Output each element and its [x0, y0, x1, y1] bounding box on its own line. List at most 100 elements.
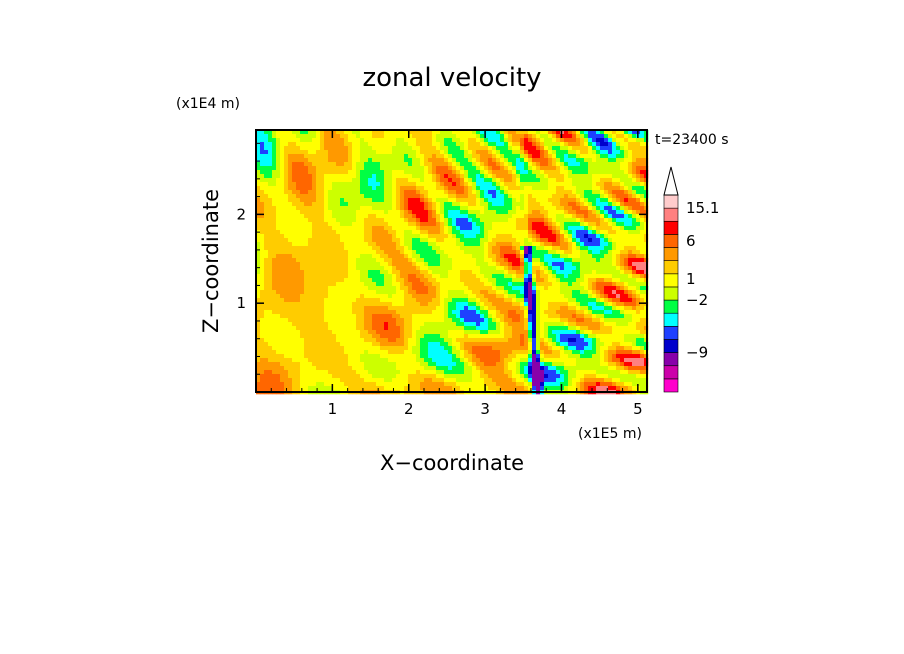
- heatmap-cell: [324, 150, 329, 155]
- heatmap-cell: [408, 266, 413, 271]
- heatmap-cell: [492, 130, 497, 135]
- heatmap-cell: [268, 222, 273, 227]
- heatmap-cell: [368, 282, 373, 287]
- heatmap-cell: [444, 358, 449, 363]
- heatmap-cell: [300, 354, 305, 359]
- heatmap-cell: [320, 250, 325, 255]
- heatmap-cell: [284, 202, 289, 207]
- heatmap-cell: [384, 354, 389, 359]
- heatmap-cell: [536, 238, 541, 243]
- heatmap-cell: [368, 242, 373, 247]
- heatmap-cell: [324, 234, 329, 239]
- heatmap-cell: [356, 226, 361, 231]
- heatmap-cell: [356, 210, 361, 215]
- heatmap-cell: [476, 158, 481, 163]
- heatmap-cell: [328, 146, 333, 151]
- heatmap-cell: [416, 290, 421, 295]
- heatmap-cell: [396, 310, 401, 315]
- heatmap-cell: [312, 270, 317, 275]
- heatmap-cell: [404, 182, 409, 187]
- heatmap-cell: [308, 270, 313, 275]
- heatmap-cell: [356, 358, 361, 363]
- heatmap-cell: [544, 286, 549, 291]
- heatmap-cell: [432, 282, 437, 287]
- heatmap-cell: [512, 158, 517, 163]
- heatmap-cell: [412, 230, 417, 235]
- heatmap-cell: [412, 222, 417, 227]
- heatmap-cell: [316, 334, 321, 339]
- heatmap-cell: [308, 214, 313, 219]
- heatmap-cell: [552, 322, 557, 327]
- heatmap-cell: [316, 246, 321, 251]
- heatmap-cell: [328, 210, 333, 215]
- heatmap-cell: [412, 250, 417, 255]
- heatmap-cell: [272, 382, 277, 387]
- heatmap-cell: [304, 370, 309, 375]
- heatmap-cell: [500, 150, 505, 155]
- heatmap-cell: [392, 350, 397, 355]
- heatmap-cell: [404, 346, 409, 351]
- heatmap-cell: [264, 330, 269, 335]
- heatmap-cell: [528, 338, 533, 343]
- heatmap-cell: [332, 230, 337, 235]
- heatmap-cell: [500, 158, 505, 163]
- heatmap-cell: [528, 298, 533, 303]
- heatmap-cell: [456, 378, 461, 383]
- heatmap-cell: [408, 182, 413, 187]
- heatmap-cell: [448, 138, 453, 143]
- heatmap-cell: [312, 214, 317, 219]
- heatmap-cell: [256, 322, 261, 327]
- heatmap-cell: [452, 374, 457, 379]
- heatmap-cell: [288, 342, 293, 347]
- heatmap-cell: [268, 270, 273, 275]
- heatmap-cell: [372, 174, 377, 179]
- heatmap-cell: [304, 190, 309, 195]
- heatmap-cell: [532, 198, 537, 203]
- heatmap-cell: [372, 290, 377, 295]
- heatmap-cell: [364, 298, 369, 303]
- heatmap-cell: [460, 290, 465, 295]
- heatmap-cell: [400, 298, 405, 303]
- heatmap-cell: [488, 310, 493, 315]
- heatmap-cell: [344, 326, 349, 331]
- heatmap-cell: [416, 354, 421, 359]
- heatmap-cell: [320, 146, 325, 151]
- heatmap-cell: [264, 258, 269, 263]
- heatmap-cell: [392, 322, 397, 327]
- heatmap-cell: [336, 250, 341, 255]
- heatmap-cell: [488, 382, 493, 387]
- heatmap-cell: [504, 242, 509, 247]
- heatmap-cell: [272, 190, 277, 195]
- heatmap-cell: [556, 234, 561, 239]
- heatmap-cell: [284, 366, 289, 371]
- heatmap-cell: [308, 326, 313, 331]
- heatmap-cell: [336, 270, 341, 275]
- heatmap-cell: [468, 234, 473, 239]
- heatmap-cell: [508, 374, 513, 379]
- heatmap-cell: [444, 242, 449, 247]
- heatmap-cell: [476, 334, 481, 339]
- heatmap-cell: [432, 350, 437, 355]
- heatmap-cell: [296, 194, 301, 199]
- heatmap-cell: [312, 346, 317, 351]
- heatmap-cell: [532, 146, 537, 151]
- heatmap-cell: [548, 214, 553, 219]
- heatmap-cell: [332, 226, 337, 231]
- heatmap-cell: [300, 334, 305, 339]
- heatmap-cell: [312, 222, 317, 227]
- heatmap-cell: [460, 234, 465, 239]
- heatmap-cell: [324, 166, 329, 171]
- heatmap-cell: [288, 130, 293, 135]
- heatmap-cell: [336, 302, 341, 307]
- heatmap-cell: [320, 178, 325, 183]
- heatmap-cell: [408, 350, 413, 355]
- heatmap-cell: [364, 194, 369, 199]
- heatmap-cell: [296, 182, 301, 187]
- heatmap-cell: [380, 322, 385, 327]
- heatmap-cell: [296, 138, 301, 143]
- heatmap-cell: [376, 178, 381, 183]
- heatmap-cell: [412, 182, 417, 187]
- heatmap-cell: [268, 278, 273, 283]
- heatmap-cell: [284, 294, 289, 299]
- heatmap-cell: [408, 370, 413, 375]
